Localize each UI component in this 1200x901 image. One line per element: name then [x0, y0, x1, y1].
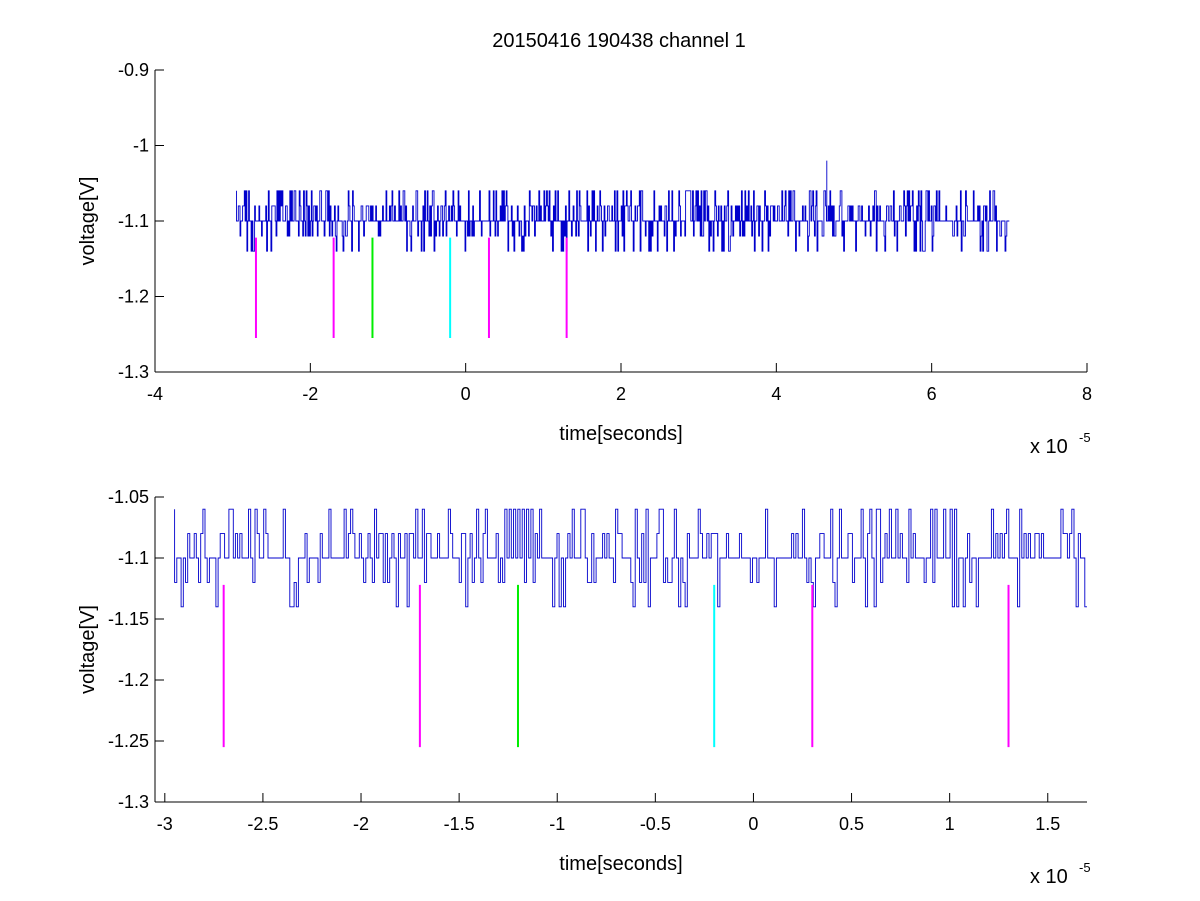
x-tick-label: -2 [302, 384, 318, 404]
y-tick-label: -1.1 [118, 548, 149, 568]
x-axis-label: time[seconds] [559, 853, 682, 875]
y-tick-label: -1.2 [118, 287, 149, 307]
x-tick-label: -1 [549, 814, 565, 834]
x-scale-note: x 10 [1030, 436, 1068, 458]
signal-series-line [174, 508, 1087, 608]
y-tick-label: -1.25 [108, 731, 149, 751]
x-tick-label: 6 [927, 384, 937, 404]
x-tick-label: 1 [945, 814, 955, 834]
x-tick-label: 0.5 [839, 814, 864, 834]
y-tick-label: -1.2 [118, 670, 149, 690]
y-tick-label: -1.05 [108, 487, 149, 507]
x-tick-label: 4 [771, 384, 781, 404]
x-tick-label: 2 [616, 384, 626, 404]
figure-title: 20150416 190438 channel 1 [492, 30, 746, 52]
x-axis-label: time[seconds] [559, 423, 682, 445]
x-tick-label: -4 [147, 384, 163, 404]
y-tick-label: -1.1 [118, 211, 149, 231]
x-scale-note: x 10 [1030, 866, 1068, 888]
y-tick-label: -1.15 [108, 609, 149, 629]
y-tick-label: -1.3 [118, 792, 149, 812]
x-tick-label: -2.5 [247, 814, 278, 834]
x-scale-exponent: -5 [1079, 860, 1091, 875]
plot-bottom: -1.3 -1.25 -1.2 -1.15 -1.1 -1.05 -3 -2.5 -2 -1.5 -… [77, 487, 1091, 888]
x-scale-exponent: -5 [1079, 430, 1091, 445]
y-tick-label: -0.9 [118, 60, 149, 80]
x-tick-label: -0.5 [640, 814, 671, 834]
x-tick-label: 8 [1082, 384, 1092, 404]
signal-series-line [236, 160, 1010, 252]
x-tick-label: -3 [157, 814, 173, 834]
y-axis-label: voltage[V] [77, 177, 99, 266]
x-tick-label: 0 [461, 384, 471, 404]
y-axis-label: voltage[V] [77, 605, 99, 694]
y-tick-label: -1 [133, 136, 149, 156]
plot-top: -1.3 -1.2 -1.1 -1 -0.9 -4 -2 0 2 4 6 8 time[seconds]… [77, 60, 1092, 458]
x-tick-label: 0 [748, 814, 758, 834]
x-tick-label: 1.5 [1035, 814, 1060, 834]
x-tick-label: -1.5 [444, 814, 475, 834]
y-tick-label: -1.3 [118, 362, 149, 382]
x-tick-label: -2 [353, 814, 369, 834]
